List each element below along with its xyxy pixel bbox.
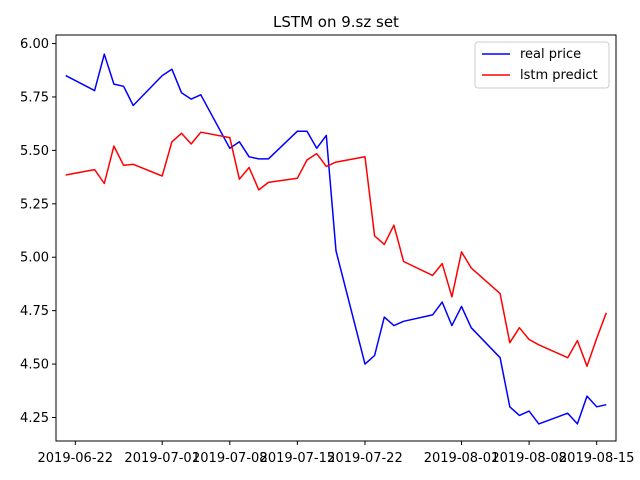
y-tick-label: 5.50	[20, 144, 49, 159]
legend: real price lstm predict	[474, 41, 610, 89]
plot-lines	[65, 53, 608, 425]
series-line-real-price	[65, 53, 607, 425]
y-tick-label: 4.25	[20, 411, 49, 426]
y-axis: 4.25 4.50 4.75 5.00 5.25 5.50 5.75 6.00	[20, 37, 56, 426]
x-tick-label: 2019-06-22	[38, 451, 114, 466]
y-tick-label: 5.00	[20, 251, 49, 266]
legend-label-lstm-predict: lstm predict	[520, 68, 598, 83]
y-tick-label: 6.00	[20, 37, 49, 52]
plot-frame	[55, 34, 617, 442]
x-tick-label: 2019-08-15	[559, 451, 635, 466]
x-tick-label: 2019-08-08	[491, 451, 567, 466]
x-tick-label: 2019-07-15	[260, 451, 336, 466]
x-tick-label: 2019-07-08	[192, 451, 268, 466]
chart-title: LSTM on 9.sz set	[273, 13, 399, 31]
legend-label-real-price: real price	[520, 47, 581, 62]
y-tick-label: 4.75	[20, 304, 49, 319]
x-tick-label: 2019-08-01	[424, 451, 500, 466]
x-axis: 2019-06-22 2019-07-012019-07-082019-07-15…	[38, 441, 635, 466]
y-tick-label: 5.25	[20, 197, 49, 212]
x-tick-label: 2019-07-22	[327, 451, 403, 466]
series-line-lstm-predict	[65, 131, 608, 367]
y-tick-label: 4.50	[20, 358, 49, 373]
x-tick-label: 2019-07-01	[124, 451, 200, 466]
y-tick-label: 5.75	[20, 90, 49, 105]
